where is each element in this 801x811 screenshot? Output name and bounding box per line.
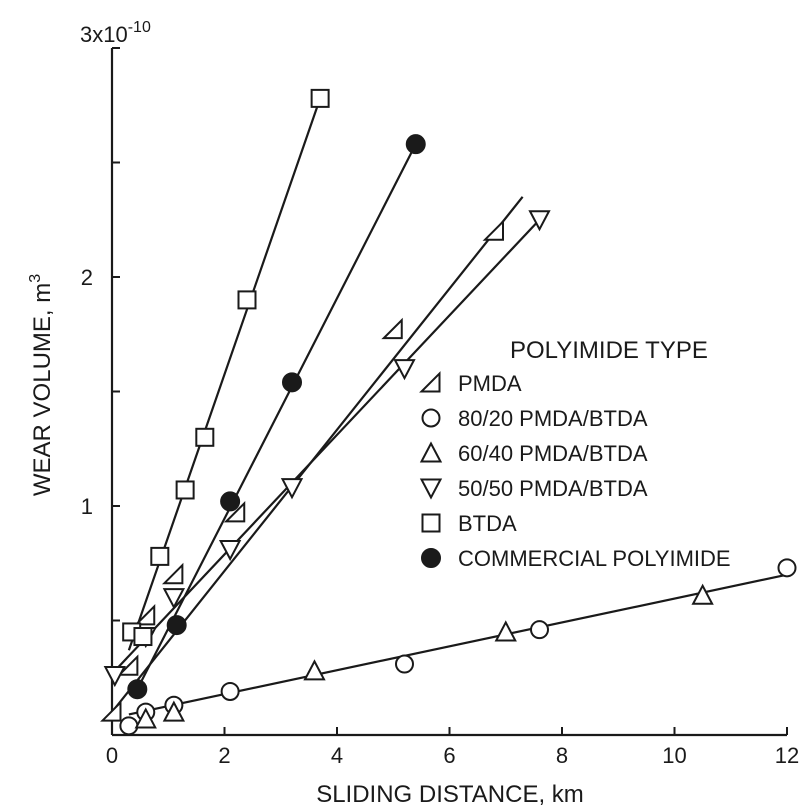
x-tick-label: 2 xyxy=(218,743,230,768)
x-tick-label: 6 xyxy=(443,743,455,768)
point-60-40-pmda-btda xyxy=(494,620,517,642)
point-commercial-polyimide xyxy=(127,679,148,700)
x-tick-label: 12 xyxy=(775,743,799,768)
point-50-50-pmda-btda xyxy=(103,665,126,688)
point-commercial-polyimide xyxy=(405,134,426,155)
point-60-40-pmda-btda xyxy=(134,707,157,729)
point-50-50-pmda-btda xyxy=(162,588,186,610)
x-tick-label: 4 xyxy=(331,743,343,768)
y-tick-label: 2 xyxy=(81,265,93,290)
legend-marker-50-50-pmda-btda xyxy=(419,478,443,500)
x-axis-label: SLIDING DISTANCE, km xyxy=(316,781,584,808)
legend-marker-commercial-polyimide xyxy=(421,548,441,568)
y-axis-label-main: WEAR VOLUME, m xyxy=(29,283,56,496)
point-commercial-polyimide xyxy=(220,491,241,512)
y-tick-label: 1 xyxy=(81,494,93,519)
y-axis-label: WEAR VOLUME, m3 xyxy=(27,274,56,496)
x-tick-label: 10 xyxy=(662,743,686,768)
y-axis-top-label-exponent: -10 xyxy=(128,19,151,36)
point-80-20-pmda-btda xyxy=(530,620,549,640)
point-btda xyxy=(195,427,215,447)
x-tick-label: 0 xyxy=(106,743,118,768)
legend-marker-btda xyxy=(421,513,441,533)
legend-label-80-20-pmda-btda: 80/20 PMDA/BTDA xyxy=(458,406,648,431)
point-80-20-pmda-btda xyxy=(395,654,414,674)
y-axis-top-label: 3x10-10 xyxy=(80,19,151,47)
point-pmda xyxy=(116,654,139,676)
point-80-20-pmda-btda xyxy=(119,716,139,736)
point-pmda xyxy=(100,700,122,722)
legend-label-pmda: PMDA xyxy=(458,371,522,396)
axes xyxy=(110,47,788,737)
point-btda xyxy=(310,88,330,108)
point-btda xyxy=(175,480,195,500)
point-50-50-pmda-btda xyxy=(280,478,304,500)
fit-lines xyxy=(111,98,788,716)
point-80-20-pmda-btda xyxy=(220,681,240,701)
fit-line-commercial-polyimide xyxy=(136,143,417,690)
legend-label-commercial-polyimide: COMMERCIAL POLYIMIDE xyxy=(458,546,731,571)
x-tick-label: 8 xyxy=(556,743,568,768)
data-markers xyxy=(100,88,797,736)
point-pmda xyxy=(223,500,246,523)
point-50-50-pmda-btda xyxy=(393,359,416,381)
point-50-50-pmda-btda xyxy=(528,210,551,232)
point-60-40-pmda-btda xyxy=(303,659,326,681)
y-axis-label-superscript: 3 xyxy=(27,274,44,283)
point-80-20-pmda-btda xyxy=(777,558,797,578)
legend-label-50-50-pmda-btda: 50/50 PMDA/BTDA xyxy=(458,476,648,501)
point-pmda xyxy=(161,562,184,585)
point-pmda xyxy=(381,317,403,340)
legend-label-btda: BTDA xyxy=(458,511,517,536)
legend: PMDA 80/20 PMDA/BTDA 60/40 PMDA/BTDA 50/50 … xyxy=(419,371,731,571)
point-btda xyxy=(237,290,257,310)
point-pmda xyxy=(482,219,504,241)
point-60-40-pmda-btda xyxy=(162,700,186,722)
point-btda xyxy=(133,627,153,647)
y-axis-top-label-base: 3x10 xyxy=(80,22,128,47)
legend-marker-60-40-pmda-btda xyxy=(419,441,443,463)
point-50-50-pmda-btda xyxy=(218,540,242,562)
point-60-40-pmda-btda xyxy=(691,583,714,605)
legend-title: POLYIMIDE TYPE xyxy=(510,337,708,364)
point-btda xyxy=(150,546,170,566)
point-commercial-polyimide xyxy=(166,615,187,636)
legend-label-60-40-pmda-btda: 60/40 PMDA/BTDA xyxy=(458,441,648,466)
point-commercial-polyimide xyxy=(282,372,302,393)
legend-marker-pmda xyxy=(419,371,441,393)
legend-marker-80-20-pmda-btda xyxy=(421,408,441,428)
point-pmda xyxy=(133,604,156,626)
